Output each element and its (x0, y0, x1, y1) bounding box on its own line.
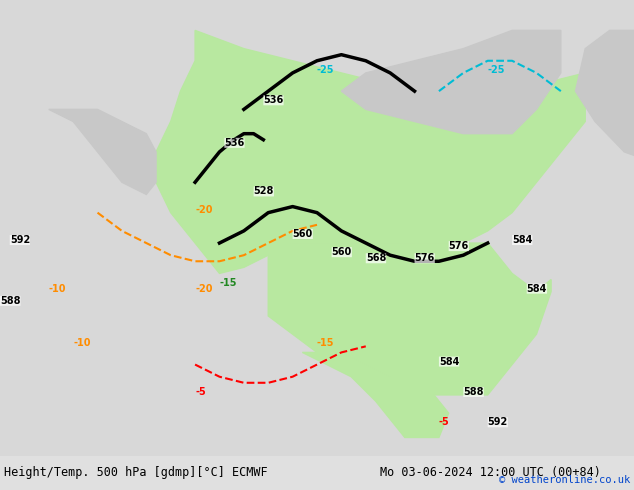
Text: 592: 592 (10, 235, 30, 245)
Text: -25: -25 (317, 65, 335, 75)
Polygon shape (156, 30, 585, 273)
Text: 588: 588 (0, 296, 20, 306)
Text: © weatheronline.co.uk: © weatheronline.co.uk (499, 475, 630, 485)
Polygon shape (576, 30, 634, 164)
Polygon shape (302, 352, 449, 438)
Text: 592: 592 (488, 417, 508, 427)
Text: -20: -20 (195, 205, 212, 215)
Text: -5: -5 (195, 387, 206, 397)
Text: Mo 03-06-2024 12:00 UTC (00+84): Mo 03-06-2024 12:00 UTC (00+84) (380, 466, 601, 479)
Polygon shape (49, 109, 156, 195)
Text: 560: 560 (332, 247, 352, 257)
Text: -10: -10 (49, 284, 67, 294)
Text: Height/Temp. 500 hPa [gdmp][°C] ECMWF: Height/Temp. 500 hPa [gdmp][°C] ECMWF (4, 466, 268, 479)
Text: 584: 584 (512, 235, 533, 245)
Text: -20: -20 (195, 284, 212, 294)
Polygon shape (341, 30, 561, 134)
Text: 584: 584 (527, 284, 547, 294)
Text: -25: -25 (488, 65, 505, 75)
Text: -15: -15 (317, 338, 335, 348)
Text: 584: 584 (439, 357, 459, 367)
Text: 588: 588 (463, 387, 484, 397)
Text: 568: 568 (366, 253, 386, 263)
Text: 536: 536 (224, 138, 245, 148)
Text: 536: 536 (263, 95, 283, 105)
Text: -5: -5 (439, 417, 450, 427)
Text: 576: 576 (415, 253, 435, 263)
Text: -15: -15 (219, 277, 237, 288)
Text: -10: -10 (73, 338, 91, 348)
Text: 528: 528 (254, 186, 274, 196)
Text: 560: 560 (293, 229, 313, 239)
Text: 576: 576 (449, 241, 469, 251)
Polygon shape (268, 243, 551, 395)
